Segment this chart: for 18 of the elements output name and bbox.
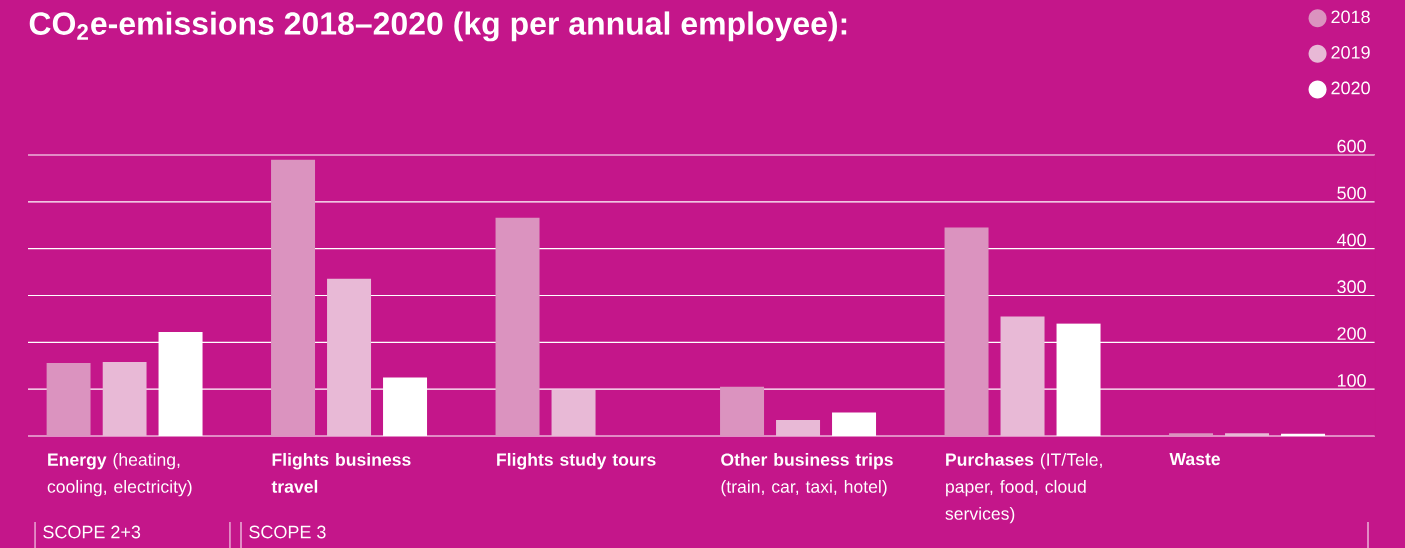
- x-tick-label: Waste: [1169, 452, 1221, 466]
- x-tick-label: Other business trips (train, car, taxi, hotel): [721, 452, 893, 497]
- legend-label: 2020: [1331, 81, 1370, 95]
- y-tick-label: 500: [1337, 186, 1366, 200]
- y-tick-label: 400: [1336, 233, 1366, 247]
- y-tick-label: 300: [1337, 280, 1366, 294]
- y-tick-label: 200: [1337, 327, 1366, 340]
- text: SCOPE 2+3: [43, 525, 141, 539]
- y-tick-label: 100: [1337, 374, 1366, 387]
- chart-title: CO$_{2}$e-emissions 2018–2020 (kg per annual employee):: [29, 11, 847, 42]
- text: SCOPE 3: [249, 525, 326, 539]
- x-tick-label: Flights study tours: [497, 452, 656, 470]
- x-tick-label: Purchases (IT/Tele, paper, food, cloud services): [945, 452, 1102, 524]
- x-tick-label: Energy (heating, cooling, electricity): [47, 452, 192, 497]
- legend-label: 2018: [1331, 10, 1370, 24]
- x-tick-label: Flights business travel: [271, 452, 411, 493]
- y-tick-label: 600: [1337, 139, 1366, 153]
- legend-label: 2019: [1331, 46, 1370, 59]
